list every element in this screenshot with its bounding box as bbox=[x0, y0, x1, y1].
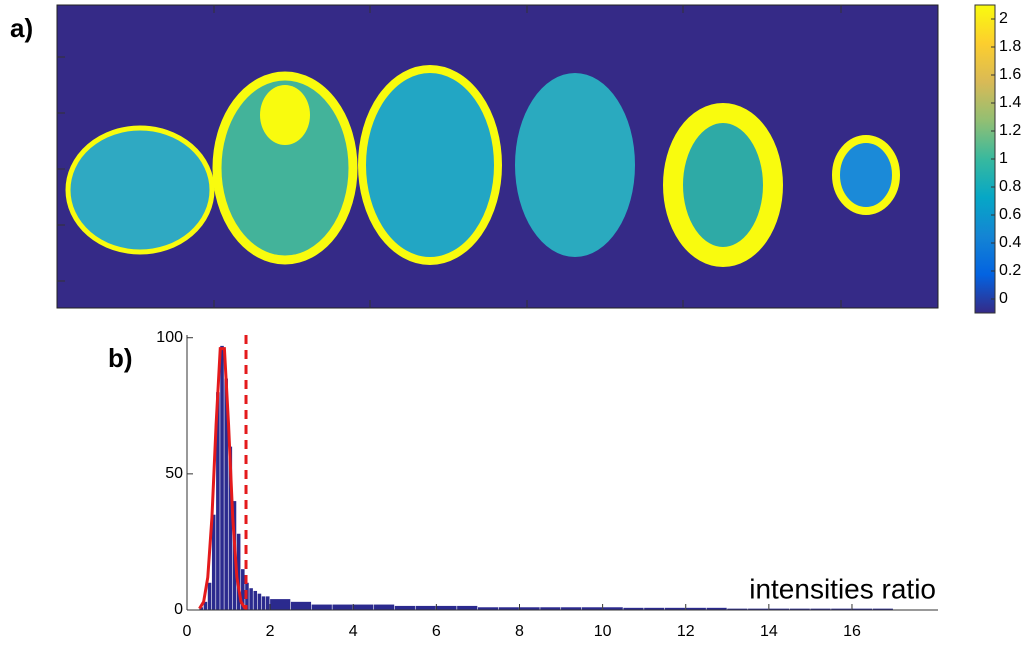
colorbar-tick-label: 0.4 bbox=[999, 234, 1021, 251]
histogram-bar bbox=[258, 594, 262, 610]
panel-label: a) bbox=[10, 13, 33, 43]
histogram-bar bbox=[262, 596, 266, 610]
histogram-bar bbox=[395, 606, 415, 610]
histogram-bar bbox=[416, 606, 436, 610]
histogram-bar bbox=[253, 591, 257, 610]
tissue-slice bbox=[515, 73, 635, 257]
histogram-bar bbox=[270, 599, 290, 610]
histogram-bar bbox=[312, 605, 332, 610]
x-tick-label: 12 bbox=[677, 623, 695, 640]
tissue-slice bbox=[836, 139, 896, 211]
heatmap bbox=[57, 5, 995, 313]
y-tick-label: 50 bbox=[165, 465, 183, 482]
colorbar-tick-label: 0 bbox=[999, 290, 1008, 307]
colorbar-tick-label: 0.8 bbox=[999, 178, 1021, 195]
colorbar-tick-label: 1.4 bbox=[999, 94, 1021, 111]
x-tick-label: 8 bbox=[515, 623, 524, 640]
figure: a) b) 0 0.2 0.4 0.6 0.8 1 1.2 1.4 1.6 1.8 2 0 2 4 6 8 10… bbox=[0, 0, 1034, 642]
histogram-bar bbox=[249, 588, 253, 610]
histogram-bar bbox=[353, 605, 373, 610]
x-tick-label: 0 bbox=[183, 623, 192, 640]
histogram-bar bbox=[457, 606, 477, 610]
panel-label: b) bbox=[108, 343, 133, 373]
histogram-bar bbox=[266, 596, 270, 610]
colorbar-tick-label: 0.6 bbox=[999, 206, 1021, 223]
colorbar-tick-label: 0.2 bbox=[999, 262, 1021, 279]
histogram-bar bbox=[220, 346, 224, 610]
colorbar-tick-label: 1.6 bbox=[999, 66, 1021, 83]
x-tick-label: 16 bbox=[843, 623, 861, 640]
histogram-bar bbox=[208, 583, 212, 610]
tissue-slice bbox=[68, 128, 212, 252]
colorbar-tick-label: 1.2 bbox=[999, 122, 1021, 139]
x-tick-label: 4 bbox=[349, 623, 358, 640]
hot-region bbox=[260, 85, 310, 145]
y-tick-label: 100 bbox=[156, 329, 183, 346]
x-tick-label: 14 bbox=[760, 623, 778, 640]
x-axis-label: intensities ratio bbox=[749, 573, 936, 604]
y-tick-label: 0 bbox=[174, 601, 183, 618]
x-tick-label: 2 bbox=[266, 623, 275, 640]
x-tick-label: 6 bbox=[432, 623, 441, 640]
histogram-bar bbox=[291, 602, 311, 610]
histogram-bar bbox=[374, 605, 394, 610]
tissue-slice bbox=[362, 69, 498, 261]
x-tick-label: 10 bbox=[594, 623, 612, 640]
histogram-bar bbox=[436, 606, 456, 610]
colorbar-tick-label: 1 bbox=[999, 150, 1008, 167]
histogram-bar bbox=[332, 605, 352, 610]
colorbar-tick-label: 1.8 bbox=[999, 38, 1021, 55]
colorbar-tick-label: 2 bbox=[999, 10, 1008, 27]
tissue-slice bbox=[673, 113, 773, 257]
